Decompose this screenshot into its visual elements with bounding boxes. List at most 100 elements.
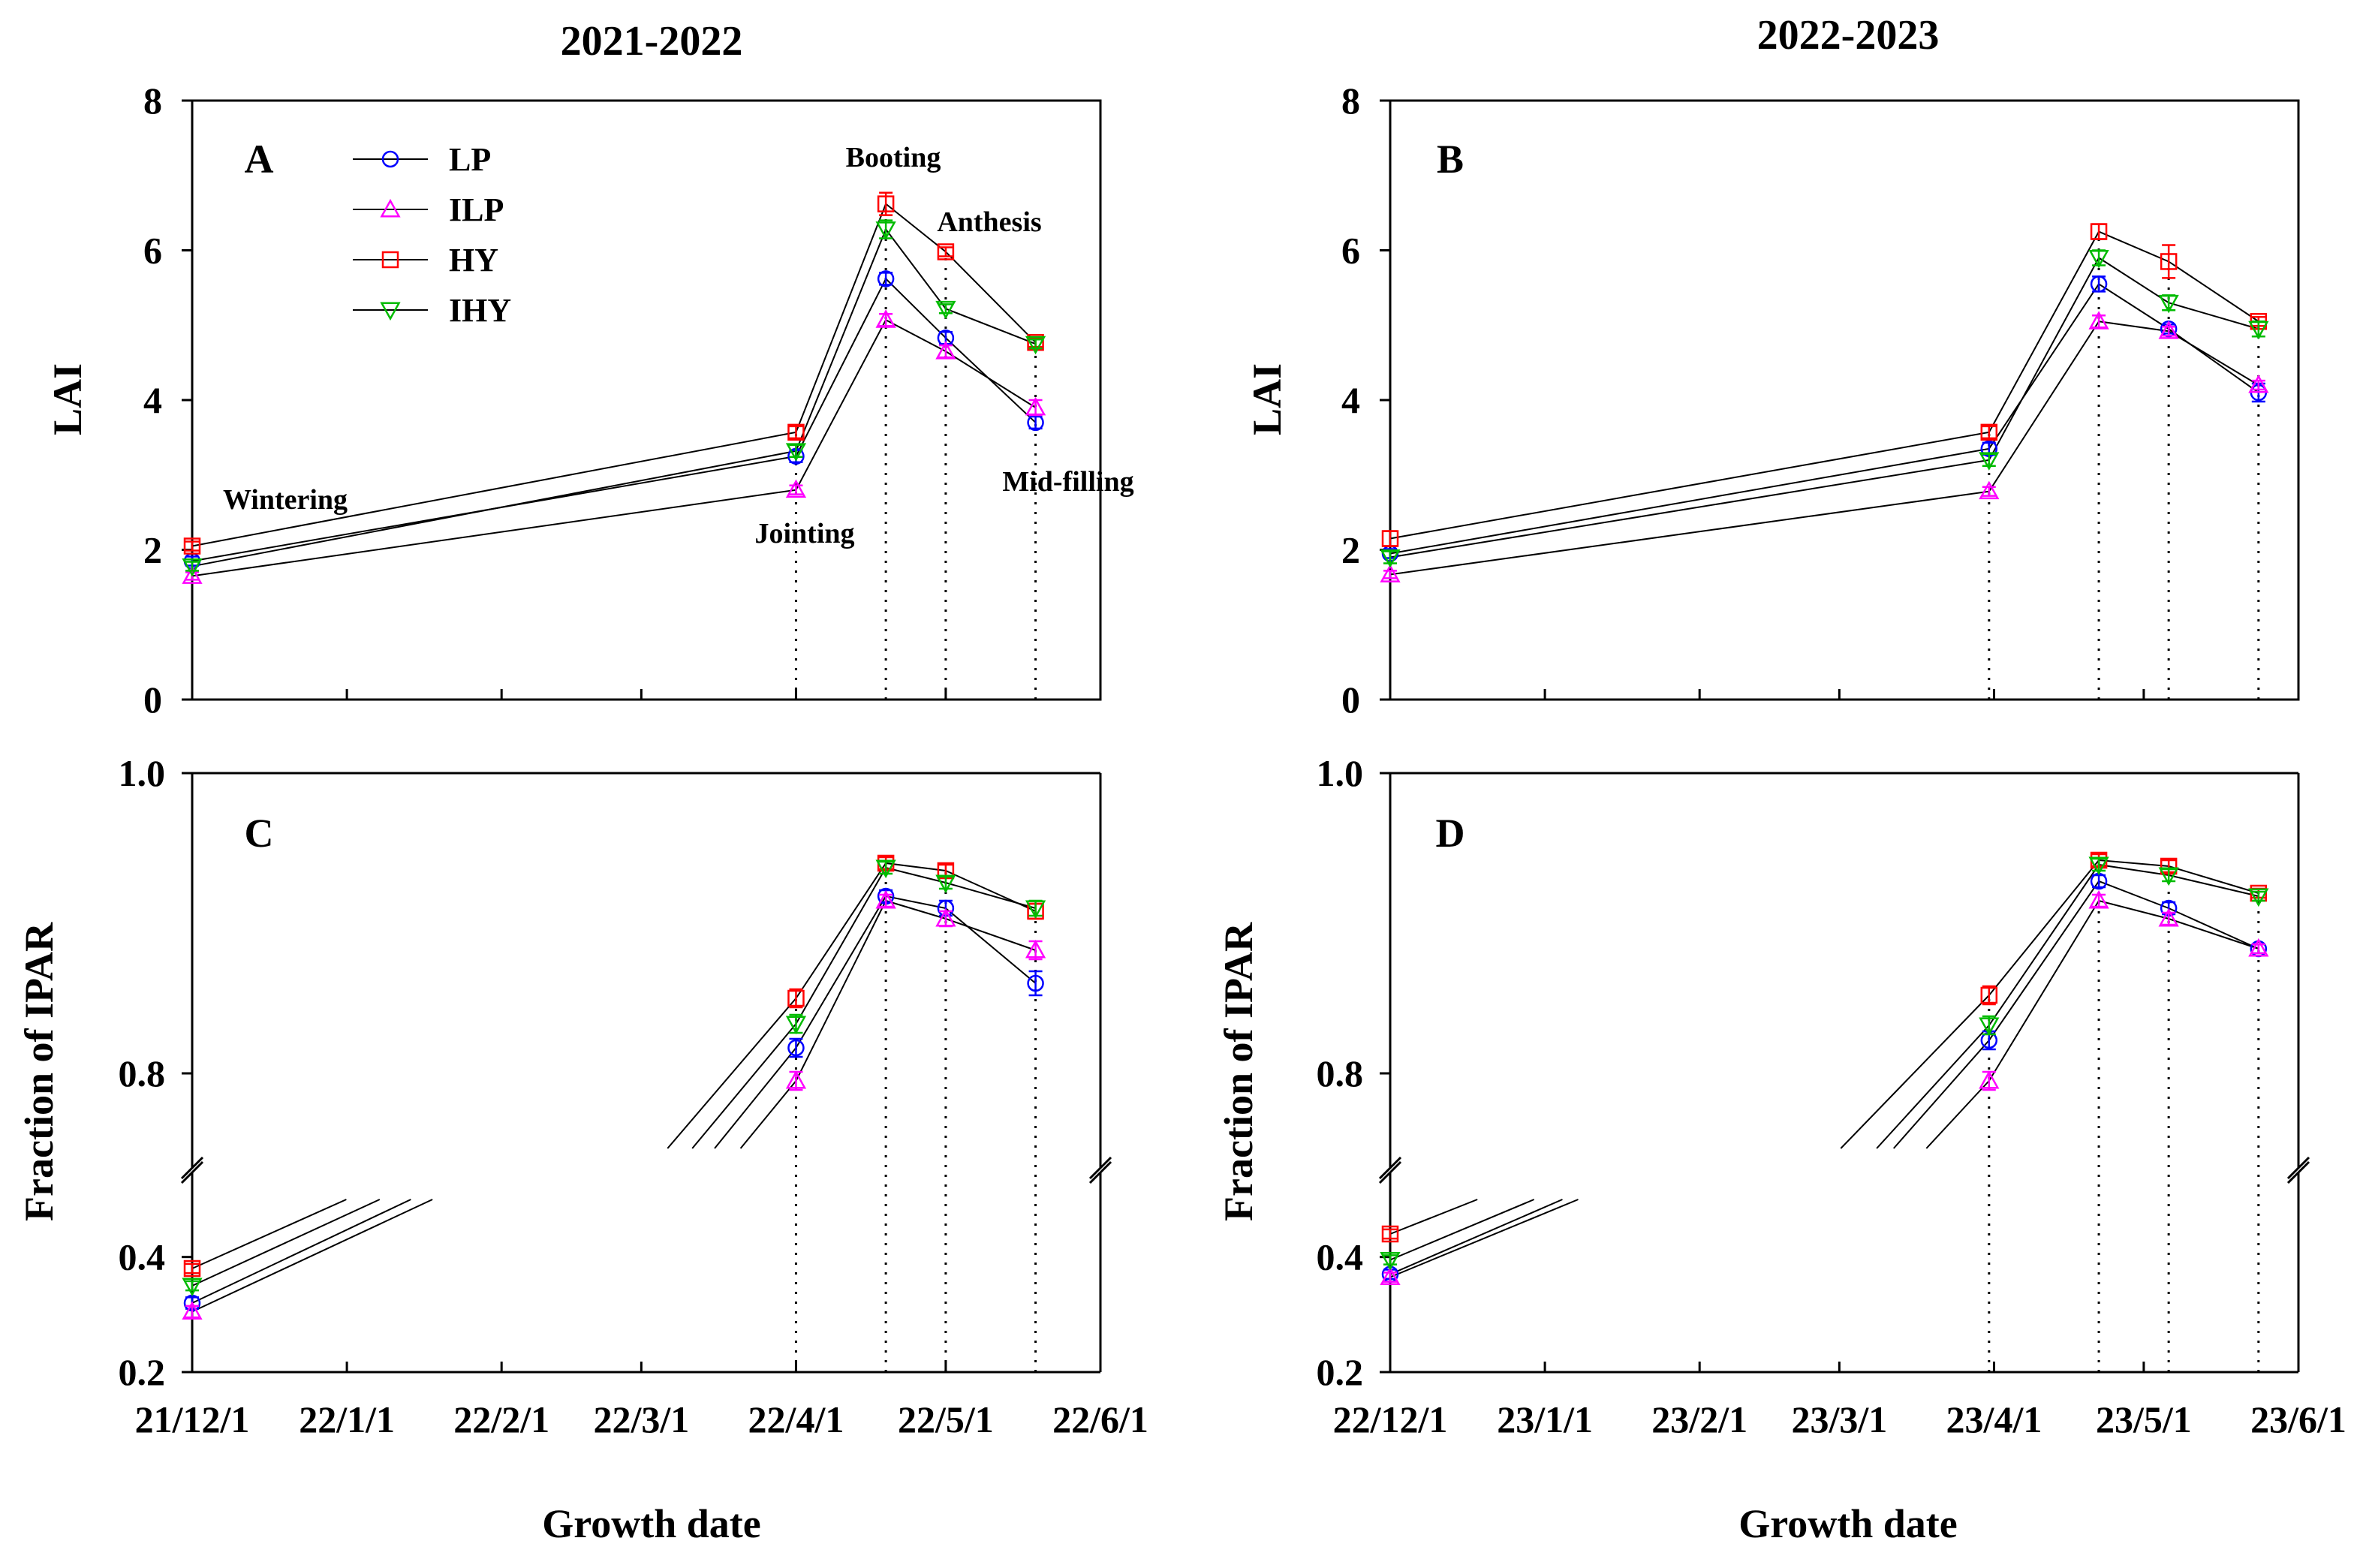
stage-annotation: Anthesis xyxy=(937,206,1041,238)
series-line-hy xyxy=(667,998,797,1149)
series-line-lp xyxy=(714,1047,797,1149)
title-right: 2022-2023 xyxy=(1757,12,1940,59)
legend-label: IHY xyxy=(449,292,511,329)
xlabel-left: Growth date xyxy=(542,1501,761,1546)
point-ihy xyxy=(1380,549,1401,568)
point-ihy xyxy=(1380,1252,1401,1271)
point-ilp xyxy=(1380,1266,1401,1285)
point-ihy xyxy=(2248,888,2269,907)
x-tick-label: 22/1/1 xyxy=(299,1398,395,1440)
x-tick-label: 21/12/1 xyxy=(135,1398,250,1440)
y-tick-label: 8 xyxy=(1341,80,1360,122)
point-ilp xyxy=(2158,321,2179,339)
series-line-hy xyxy=(1840,995,1990,1149)
series-line-lp xyxy=(1892,1040,1990,1149)
legend-item-ilp: ILP xyxy=(353,191,504,228)
series-line-ilp xyxy=(191,1199,433,1313)
point-hy xyxy=(1381,1225,1399,1243)
point-ihy xyxy=(182,558,203,577)
x-tick-label: 22/12/1 xyxy=(1333,1398,1448,1440)
series-line-lp xyxy=(1389,283,2259,555)
plot-frame xyxy=(191,99,1102,701)
panel-letter: A xyxy=(245,137,274,182)
x-tick-label: 23/3/1 xyxy=(1791,1398,1887,1440)
legend-marker xyxy=(381,150,399,168)
xlabel-right: Growth date xyxy=(1738,1501,1958,1546)
legend-item-lp: LP xyxy=(353,141,491,178)
point-ihy xyxy=(2088,856,2109,876)
axis-break-mark xyxy=(180,1160,204,1184)
point-lp xyxy=(877,270,895,287)
point-ihy xyxy=(2158,867,2179,886)
point-hy xyxy=(937,243,955,260)
point-ilp xyxy=(935,907,956,927)
axis-break-mark xyxy=(1378,1156,1402,1180)
y-tick-label: 0.2 xyxy=(119,1351,166,1393)
stage-annotation: Jointing xyxy=(754,518,854,549)
y-tick-label: 0.8 xyxy=(119,1052,166,1094)
legend-marker xyxy=(380,198,401,218)
y-tick-label: 0 xyxy=(143,679,162,721)
x-tick-label: 22/4/1 xyxy=(748,1398,844,1440)
y-tick-label: 6 xyxy=(143,230,162,272)
series-line-ilp xyxy=(739,1080,797,1149)
point-hy xyxy=(877,195,895,212)
legend-label: LP xyxy=(449,141,491,178)
series-line-ilp xyxy=(1389,1199,1579,1278)
series-line-lp xyxy=(191,277,1037,562)
point-ilp xyxy=(182,1301,203,1320)
point-ilp xyxy=(2248,374,2269,393)
axis-break-mark xyxy=(180,1156,204,1180)
point-ihy xyxy=(875,859,896,879)
point-ihy xyxy=(1025,336,1046,355)
y-tick-label: 0.2 xyxy=(1317,1351,1364,1393)
point-ilp xyxy=(1979,1070,2000,1089)
point-ihy xyxy=(2088,250,2109,269)
title-left: 2021-2022 xyxy=(561,18,743,65)
point-ilp xyxy=(1025,939,1046,959)
point-ilp xyxy=(1979,480,2000,500)
point-ilp xyxy=(2088,311,2109,330)
point-ihy xyxy=(785,1016,807,1035)
point-ilp xyxy=(182,565,203,584)
ylabel-lai-right: LAI xyxy=(1245,363,1290,435)
point-hy xyxy=(787,423,805,441)
series-line-lp xyxy=(191,1199,411,1304)
panel-c: 0.8 1.0 0.2 0.4 21/12/1 22/1/1 22/2/1 22/3/1 22/… xyxy=(119,752,1148,1440)
series-line-ilp xyxy=(1925,1080,1990,1149)
point-lp xyxy=(1027,974,1044,992)
series-line-ihy xyxy=(191,1199,381,1287)
stage-annotation: Booting xyxy=(846,142,941,173)
series-line-ilp xyxy=(795,899,1036,1082)
point-ihy xyxy=(2158,294,2179,314)
panel-letter: C xyxy=(245,811,274,856)
stage-annotation: Wintering xyxy=(223,484,348,516)
x-tick-label: 22/5/1 xyxy=(898,1398,994,1440)
series-line-lp xyxy=(795,895,1037,1049)
x-tick-label: 22/2/1 xyxy=(453,1398,549,1440)
axis-break-mark xyxy=(1378,1160,1402,1184)
plots: 0 2 4 6 8 A Wintering Jointing Booting Anthesis Mi… xyxy=(119,80,2346,1440)
point-hy xyxy=(2090,223,2108,240)
panel-b: 0 2 4 6 8 B xyxy=(1341,80,2300,721)
y-tick-label: 0.8 xyxy=(1317,1052,1364,1094)
point-ihy xyxy=(1979,1017,2000,1037)
series-line-hy xyxy=(1988,859,2259,996)
y-tick-label: 6 xyxy=(1341,230,1360,272)
x-tick-label: 23/4/1 xyxy=(1946,1398,2042,1440)
point-ihy xyxy=(935,300,956,320)
x-tick-label: 23/6/1 xyxy=(2250,1398,2346,1440)
series-line-lp xyxy=(1988,880,2259,1041)
point-ilp xyxy=(1025,396,1046,416)
y-tick-label: 0.4 xyxy=(119,1236,166,1278)
axis-break-mark xyxy=(2286,1156,2310,1180)
legend-label: ILP xyxy=(449,191,504,228)
series-line-hy xyxy=(1389,1199,1478,1235)
series-line-ilp xyxy=(1988,899,2259,1082)
y-tick-label: 0.4 xyxy=(1317,1236,1364,1278)
point-hy xyxy=(183,537,201,555)
point-ilp xyxy=(2088,889,2109,909)
x-tick-label: 22/6/1 xyxy=(1052,1398,1148,1440)
y-tick-label: 1.0 xyxy=(1317,752,1364,794)
